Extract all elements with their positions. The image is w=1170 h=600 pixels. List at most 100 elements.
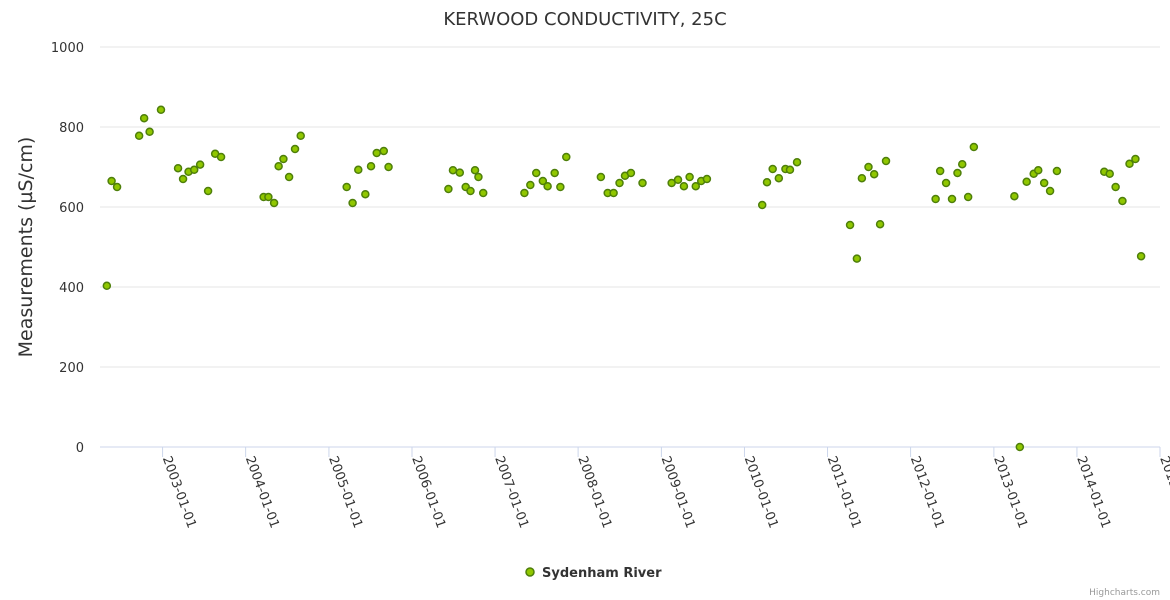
data-point[interactable]	[1010, 191, 1019, 201]
data-point[interactable]	[1118, 196, 1127, 206]
data-point[interactable]	[562, 152, 571, 162]
data-point[interactable]	[762, 177, 772, 187]
data-point[interactable]	[342, 182, 351, 192]
data-point[interactable]	[596, 172, 606, 182]
data-point[interactable]	[768, 164, 777, 174]
data-point[interactable]	[941, 178, 951, 188]
data-point[interactable]	[156, 105, 166, 115]
data-point[interactable]	[857, 173, 867, 183]
data-point[interactable]	[1125, 159, 1134, 169]
data-point[interactable]	[189, 165, 199, 175]
data-point[interactable]	[774, 173, 784, 183]
data-point[interactable]	[139, 113, 149, 123]
credits-link[interactable]: Highcharts.com	[1089, 588, 1160, 598]
data-point[interactable]	[969, 142, 979, 152]
data-point[interactable]	[947, 194, 957, 204]
data-point[interactable]	[615, 178, 624, 188]
data-point[interactable]	[173, 163, 183, 173]
data-point[interactable]	[679, 181, 689, 191]
data-point[interactable]	[673, 175, 683, 185]
data-point[interactable]	[1052, 166, 1062, 176]
x-tick-label: 2004-01-01	[242, 454, 282, 530]
x-tick-label: 2013-01-01	[990, 454, 1030, 530]
data-point[interactable]	[556, 182, 565, 192]
data-point[interactable]	[1105, 169, 1114, 179]
data-point[interactable]	[379, 146, 389, 156]
data-point[interactable]	[361, 189, 370, 199]
data-point[interactable]	[638, 178, 647, 188]
data-point[interactable]	[845, 220, 855, 230]
data-point[interactable]	[1022, 177, 1031, 187]
data-point[interactable]	[931, 194, 940, 204]
data-point[interactable]	[1045, 186, 1055, 196]
data-point[interactable]	[145, 127, 154, 137]
data-point[interactable]	[957, 159, 967, 169]
data-point[interactable]	[478, 188, 488, 198]
data-point[interactable]	[881, 156, 891, 166]
data-point[interactable]	[935, 166, 945, 176]
data-point[interactable]	[526, 180, 535, 190]
legend[interactable]: Sydenham River	[525, 566, 662, 581]
data-point[interactable]	[538, 176, 548, 186]
data-point[interactable]	[195, 160, 205, 169]
data-point[interactable]	[869, 169, 879, 179]
data-point[interactable]	[203, 186, 213, 196]
data-point[interactable]	[792, 157, 802, 167]
data-point[interactable]	[112, 182, 122, 192]
data-point[interactable]	[444, 184, 453, 194]
data-point[interactable]	[667, 178, 676, 188]
data-point[interactable]	[279, 154, 288, 164]
data-point[interactable]	[466, 186, 475, 196]
data-point[interactable]	[348, 198, 357, 208]
data-point[interactable]	[474, 172, 483, 182]
data-point[interactable]	[626, 168, 636, 178]
data-point[interactable]	[372, 148, 381, 158]
data-point[interactable]	[543, 181, 552, 191]
data-point[interactable]	[448, 165, 458, 175]
data-point[interactable]	[609, 188, 618, 198]
data-point[interactable]	[1039, 178, 1049, 188]
data-point[interactable]	[953, 168, 962, 178]
data-point[interactable]	[290, 144, 300, 154]
data-point[interactable]	[685, 172, 694, 182]
data-point[interactable]	[691, 181, 701, 191]
y-tick-label: 1000	[51, 41, 84, 56]
data-point[interactable]	[757, 200, 767, 210]
y-tick-label: 0	[76, 441, 84, 456]
data-point[interactable]	[216, 152, 226, 162]
data-point[interactable]	[875, 219, 885, 229]
data-point[interactable]	[550, 168, 559, 178]
data-point[interactable]	[107, 176, 116, 186]
y-tick-label: 600	[59, 201, 84, 216]
data-point[interactable]	[963, 192, 973, 202]
data-point[interactable]	[134, 131, 144, 141]
data-point[interactable]	[1136, 251, 1146, 261]
data-point[interactable]	[864, 162, 873, 172]
data-point[interactable]	[1034, 165, 1043, 175]
data-point[interactable]	[296, 131, 305, 141]
data-point[interactable]	[274, 161, 283, 171]
legend-label[interactable]: Sydenham River	[542, 566, 662, 581]
data-point[interactable]	[531, 168, 541, 178]
data-point[interactable]	[785, 165, 795, 175]
data-point[interactable]	[1015, 442, 1025, 452]
data-point[interactable]	[702, 174, 712, 184]
data-point[interactable]	[470, 165, 480, 175]
data-point[interactable]	[269, 198, 279, 208]
series-sydenham-river[interactable]	[102, 105, 1146, 452]
data-point[interactable]	[264, 192, 273, 202]
data-point[interactable]	[366, 161, 376, 171]
data-point[interactable]	[455, 168, 465, 177]
data-point[interactable]	[178, 174, 188, 184]
data-point[interactable]	[284, 172, 294, 182]
data-point[interactable]	[1131, 154, 1140, 164]
x-tick-label: 2005-01-01	[325, 454, 365, 530]
data-point[interactable]	[384, 162, 393, 172]
chart-title: KERWOOD CONDUCTIVITY, 25C	[443, 9, 726, 30]
data-point[interactable]	[354, 165, 363, 175]
data-point[interactable]	[520, 188, 529, 198]
data-point[interactable]	[102, 281, 112, 291]
data-point[interactable]	[1111, 182, 1120, 192]
legend-marker	[525, 567, 535, 577]
data-point[interactable]	[852, 254, 862, 263]
